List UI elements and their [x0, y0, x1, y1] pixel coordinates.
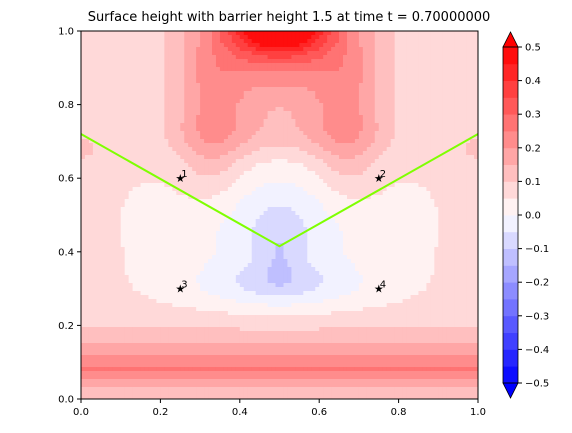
- gauge-label-3: 3: [181, 280, 187, 291]
- colorbar-tick-label: −0.1: [525, 244, 549, 255]
- y-tick-label: 0.4: [58, 247, 74, 258]
- y-tick-label: 1.0: [58, 27, 74, 38]
- barrier-line: [80, 133, 479, 248]
- x-tick-label: 0.6: [311, 407, 327, 418]
- colorbar-segment: [503, 332, 518, 350]
- colorbar-segment: [503, 282, 518, 300]
- colorbar-tick-label: 0.0: [525, 211, 541, 222]
- chart-title: Surface height with barrier height 1.5 a…: [88, 10, 491, 25]
- colorbar-extend-min: [502, 382, 519, 399]
- colorbar-segment: [503, 299, 518, 317]
- gauges: ★1 ★2★3 ★4: [175, 169, 386, 295]
- colorbar-segment: [503, 147, 518, 165]
- colorbar-segment: [503, 63, 518, 81]
- gauge-marker-3: ★: [175, 283, 185, 296]
- x-tick-label: 1.0: [470, 407, 486, 418]
- colorbar-tick-label: −0.2: [525, 278, 549, 289]
- gauge-label-4: 4: [380, 280, 386, 291]
- colorbar-segment: [503, 315, 518, 333]
- gauge-marker-2: ★: [374, 172, 384, 185]
- colorbar-tick-label: 0.1: [525, 177, 541, 188]
- plot-frame: [80, 30, 479, 400]
- colorbar-segment: [503, 366, 518, 384]
- colorbar: −0.5 −0.4 −0.3 −0.2 −0.1 0.0 0.1 0.2 0.3 0.4 0.5: [502, 31, 549, 399]
- colorbar-tick-label: −0.4: [525, 345, 549, 356]
- x-tick-label: 0.0: [73, 407, 89, 418]
- gauge-marker-1: ★: [175, 172, 185, 185]
- x-tick-label: 0.8: [391, 407, 407, 418]
- x-tick-label: 0.2: [152, 407, 168, 418]
- y-tick-label: 0.2: [58, 321, 74, 332]
- surface-height-field: [81, 31, 478, 399]
- colorbar-segment: [503, 97, 518, 115]
- y-tick-label: 0.6: [58, 174, 74, 185]
- gauge-label-1: 1: [181, 169, 187, 180]
- colorbar-tick-label: 0.4: [525, 76, 541, 87]
- y-tick-label: 0.8: [58, 100, 74, 111]
- colorbar-segment: [503, 47, 518, 65]
- colorbar-tick-label: −0.3: [525, 311, 549, 322]
- colorbar-segment: [503, 231, 518, 249]
- colorbar-segment: [503, 349, 518, 367]
- colorbar-tick-label: 0.3: [525, 110, 541, 121]
- y-tick-label: 0.0: [58, 395, 74, 406]
- colorbar-segment: [503, 265, 518, 283]
- colorbar-segment: [503, 164, 518, 182]
- colorbar-segment: [503, 248, 518, 266]
- x-axis: 0.0 0.2 0.4 0.6 0.8 1.0: [73, 399, 486, 418]
- colorbar-segment: [503, 215, 518, 233]
- colorbar-extend-max: [502, 31, 519, 48]
- plot-area: ★1 ★2★3 ★4 0.0 0.2 0.4 0.6 0.8 1.0 0.00.20.40.6…: [58, 27, 486, 419]
- colorbar-segment: [503, 131, 518, 149]
- colorbar-tick-label: 0.5: [525, 43, 541, 54]
- gauge-marker-4: ★: [374, 283, 384, 296]
- colorbar-segment: [503, 114, 518, 132]
- colorbar-segment: [503, 181, 518, 199]
- colorbar-segment: [503, 80, 518, 98]
- gauge-label-2: 2: [380, 169, 386, 180]
- colorbar-segment: [503, 198, 518, 216]
- x-tick-label: 0.4: [232, 407, 248, 418]
- y-axis: 0.0 0.2 0.4 0.6 0.8 1.0: [58, 27, 81, 406]
- colorbar-tick-label: −0.5: [525, 379, 549, 390]
- colorbar-tick-label: 0.2: [525, 143, 541, 154]
